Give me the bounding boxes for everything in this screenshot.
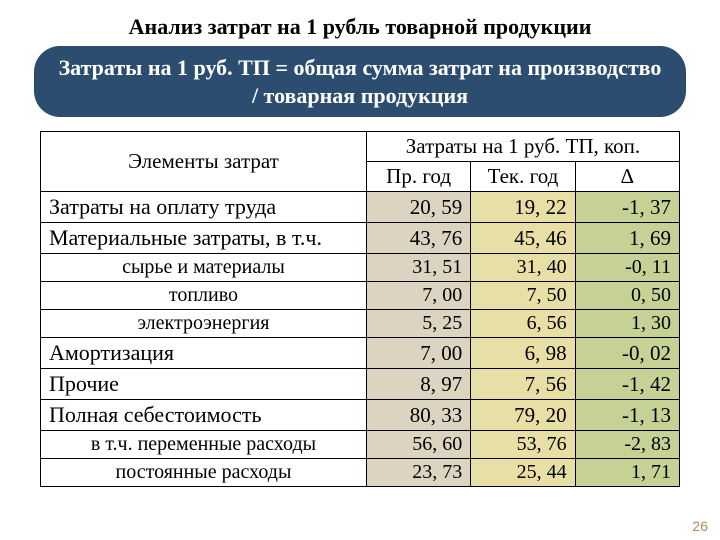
row-delta: 1, 71 xyxy=(575,459,679,487)
table-row: сырье и материалы31, 5131, 40-0, 11 xyxy=(41,254,680,282)
row-prev: 80, 33 xyxy=(366,400,470,431)
row-delta: 1, 69 xyxy=(575,223,679,254)
row-curr: 31, 40 xyxy=(471,254,575,282)
row-prev: 43, 76 xyxy=(366,223,470,254)
table-row: Материальные затраты, в т.ч.43, 7645, 46… xyxy=(41,223,680,254)
table-row: постоянные расходы23, 7325, 441, 71 xyxy=(41,459,680,487)
row-name: Полная себестоимость xyxy=(41,400,367,431)
row-prev: 20, 59 xyxy=(366,192,470,223)
row-delta: -0, 02 xyxy=(575,338,679,369)
row-delta: -1, 42 xyxy=(575,369,679,400)
th-elements: Элементы затрат xyxy=(41,132,367,192)
th-delta: ∆ xyxy=(575,162,679,192)
row-curr: 6, 98 xyxy=(471,338,575,369)
row-curr: 53, 76 xyxy=(471,431,575,459)
row-prev: 7, 00 xyxy=(366,282,470,310)
cost-table: Элементы затрат Затраты на 1 руб. ТП, ко… xyxy=(40,131,680,487)
row-prev: 8, 97 xyxy=(366,369,470,400)
row-name: Прочие xyxy=(41,369,367,400)
row-name: Затраты на оплату труда xyxy=(41,192,367,223)
row-name: постоянные расходы xyxy=(41,459,367,487)
row-delta: 0, 50 xyxy=(575,282,679,310)
row-curr: 79, 20 xyxy=(471,400,575,431)
row-name: топливо xyxy=(41,282,367,310)
table-row: электроэнергия5, 256, 561, 30 xyxy=(41,310,680,338)
row-name: Амортизация xyxy=(41,338,367,369)
table-row: топливо7, 007, 500, 50 xyxy=(41,282,680,310)
row-prev: 56, 60 xyxy=(366,431,470,459)
row-name: в т.ч. переменные расходы xyxy=(41,431,367,459)
row-delta: 1, 30 xyxy=(575,310,679,338)
th-curr: Тек. год xyxy=(471,162,575,192)
row-prev: 7, 00 xyxy=(366,338,470,369)
row-name: электроэнергия xyxy=(41,310,367,338)
row-prev: 5, 25 xyxy=(366,310,470,338)
table-row: в т.ч. переменные расходы56, 6053, 76-2,… xyxy=(41,431,680,459)
row-curr: 19, 22 xyxy=(471,192,575,223)
row-delta: -0, 11 xyxy=(575,254,679,282)
row-curr: 45, 46 xyxy=(471,223,575,254)
row-curr: 25, 44 xyxy=(471,459,575,487)
row-prev: 23, 73 xyxy=(366,459,470,487)
row-curr: 6, 56 xyxy=(471,310,575,338)
table-row: Полная себестоимость80, 3379, 20-1, 13 xyxy=(41,400,680,431)
page-number: 26 xyxy=(692,518,708,534)
table-row: Затраты на оплату труда20, 5919, 22-1, 3… xyxy=(41,192,680,223)
row-prev: 31, 51 xyxy=(366,254,470,282)
table-row: Амортизация7, 006, 98-0, 02 xyxy=(41,338,680,369)
row-name: Материальные затраты, в т.ч. xyxy=(41,223,367,254)
page-title: Анализ затрат на 1 рубль товарной продук… xyxy=(40,14,680,40)
row-delta: -1, 13 xyxy=(575,400,679,431)
row-curr: 7, 56 xyxy=(471,369,575,400)
row-name: сырье и материалы xyxy=(41,254,367,282)
table-row: Прочие8, 977, 56-1, 42 xyxy=(41,369,680,400)
row-delta: -1, 37 xyxy=(575,192,679,223)
row-curr: 7, 50 xyxy=(471,282,575,310)
th-group: Затраты на 1 руб. ТП, коп. xyxy=(366,132,679,162)
row-delta: -2, 83 xyxy=(575,431,679,459)
formula-box: Затраты на 1 руб. ТП = общая сумма затра… xyxy=(34,46,686,117)
th-prev: Пр. год xyxy=(366,162,470,192)
